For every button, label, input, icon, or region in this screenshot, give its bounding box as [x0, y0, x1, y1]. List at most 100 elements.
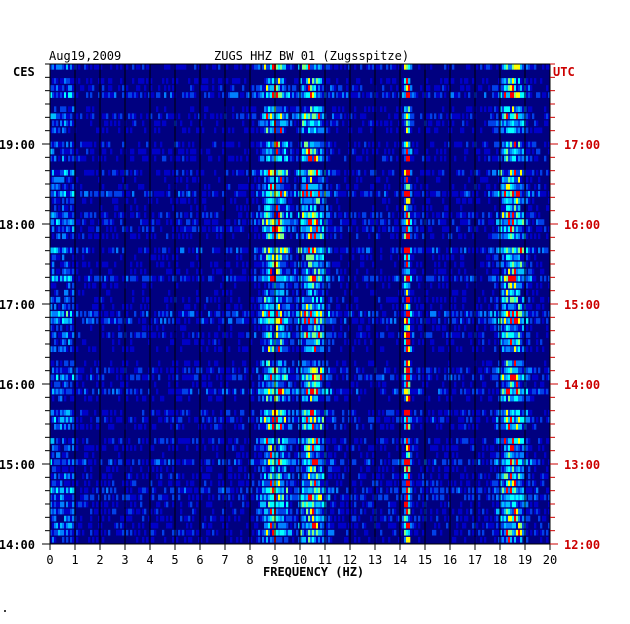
spectrogram-cell [92, 282, 95, 289]
spectrogram-cell [58, 268, 61, 275]
spectrogram-cell [538, 233, 541, 240]
spectrogram-cell [504, 226, 507, 232]
spectrogram-cell [240, 212, 243, 218]
spectrogram-cell [418, 64, 421, 70]
spectrogram-cell [322, 261, 325, 268]
spectrogram-cell [192, 106, 195, 112]
spectrogram-cell [510, 282, 513, 289]
spectrogram-cell [406, 296, 409, 303]
spectrogram-cell [394, 92, 397, 98]
spectrogram-cell [356, 318, 359, 324]
spectrogram-cell [148, 92, 151, 98]
spectrogram-cell [114, 198, 117, 204]
spectrogram-cell [490, 113, 493, 120]
spectrogram-cell [216, 233, 219, 240]
spectrogram-cell [66, 212, 69, 218]
spectrogram-cell [266, 127, 269, 134]
spectrogram-cell [402, 169, 405, 176]
spectrogram-cell [286, 304, 289, 310]
spectrogram-cell [418, 311, 421, 317]
spectrogram-cell [88, 141, 91, 148]
spectrogram-cell [218, 78, 221, 84]
spectrogram-cell [260, 148, 263, 155]
spectrogram-cell [390, 64, 393, 70]
spectrogram-cell [268, 289, 271, 296]
spectrogram-cell [346, 304, 349, 310]
spectrogram-cell [314, 275, 317, 282]
spectrogram-cell [400, 247, 403, 254]
spectrogram-cell [296, 254, 299, 261]
spectrogram-cell [302, 304, 305, 310]
spectrogram-cell [328, 92, 331, 98]
spectrogram-cell [110, 296, 113, 303]
spectrogram-cell [180, 148, 183, 155]
spectrogram-cell [302, 219, 305, 225]
spectrogram-cell [56, 289, 59, 296]
spectrogram-cell [428, 169, 431, 176]
spectrogram-cell [512, 219, 515, 225]
spectrogram-cell [318, 304, 321, 310]
spectrogram-cell [364, 106, 367, 112]
spectrogram-cell [346, 78, 349, 84]
spectrogram-cell [218, 318, 221, 324]
spectrogram-cell [400, 191, 403, 197]
spectrogram-cell [208, 374, 211, 381]
spectrogram-cell [470, 198, 473, 204]
spectrogram-cell [412, 346, 415, 352]
spectrogram-cell [186, 339, 189, 345]
spectrogram-cell [466, 141, 469, 148]
spectrogram-cell [446, 78, 449, 84]
spectrogram-cell [454, 92, 457, 98]
spectrogram-cell [422, 205, 425, 211]
spectrogram-cell [150, 78, 153, 84]
spectrogram-cell [194, 339, 197, 345]
spectrogram-cell [518, 205, 521, 211]
spectrogram-cell [460, 78, 463, 84]
spectrogram-cell [276, 247, 279, 254]
spectrogram-cell [508, 212, 511, 218]
spectrogram-cell [328, 127, 331, 134]
spectrogram-cell [314, 92, 317, 98]
spectrogram-cell [70, 92, 73, 98]
spectrogram-cell [348, 191, 351, 197]
spectrogram-cell [326, 141, 329, 148]
spectrogram-cell [440, 304, 443, 310]
spectrogram-cell [440, 113, 443, 120]
spectrogram-cell [256, 360, 259, 367]
spectrogram-cell [150, 191, 153, 197]
spectrogram-cell [314, 184, 317, 190]
spectrogram-cell [518, 184, 521, 190]
spectrogram-cell [236, 78, 239, 84]
spectrogram-cell [538, 226, 541, 232]
spectrogram-cell [278, 212, 281, 218]
spectrogram-cell [492, 127, 495, 134]
spectrogram-cell [528, 296, 531, 303]
spectrogram-cell [148, 247, 151, 254]
spectrogram-cell [522, 64, 525, 70]
spectrogram-cell [258, 261, 261, 268]
spectrogram-cell [142, 226, 145, 232]
spectrogram-cell [86, 78, 89, 84]
spectrogram-cell [120, 148, 123, 155]
spectrogram-cell [256, 212, 259, 218]
spectrogram-cell [142, 282, 145, 289]
spectrogram-cell [50, 148, 53, 155]
spectrogram-cell [248, 64, 251, 70]
spectrogram-cell [312, 148, 315, 155]
spectrogram-cell [500, 64, 503, 70]
spectrogram-cell [504, 254, 507, 261]
spectrogram-cell [542, 219, 545, 225]
spectrogram-cell [228, 304, 231, 310]
spectrogram-cell [318, 318, 321, 324]
spectrogram-cell [186, 311, 189, 317]
spectrogram-cell [500, 212, 503, 218]
spectrogram-cell [118, 212, 121, 218]
spectrogram-cell [58, 191, 61, 197]
spectrogram-cell [318, 346, 321, 352]
spectrogram-cell [396, 113, 399, 120]
spectrogram-cell [120, 212, 123, 218]
spectrogram-cell [502, 282, 505, 289]
spectrogram-cell [156, 318, 159, 324]
spectrogram-cell [188, 219, 191, 225]
spectrogram-cell [528, 254, 531, 261]
